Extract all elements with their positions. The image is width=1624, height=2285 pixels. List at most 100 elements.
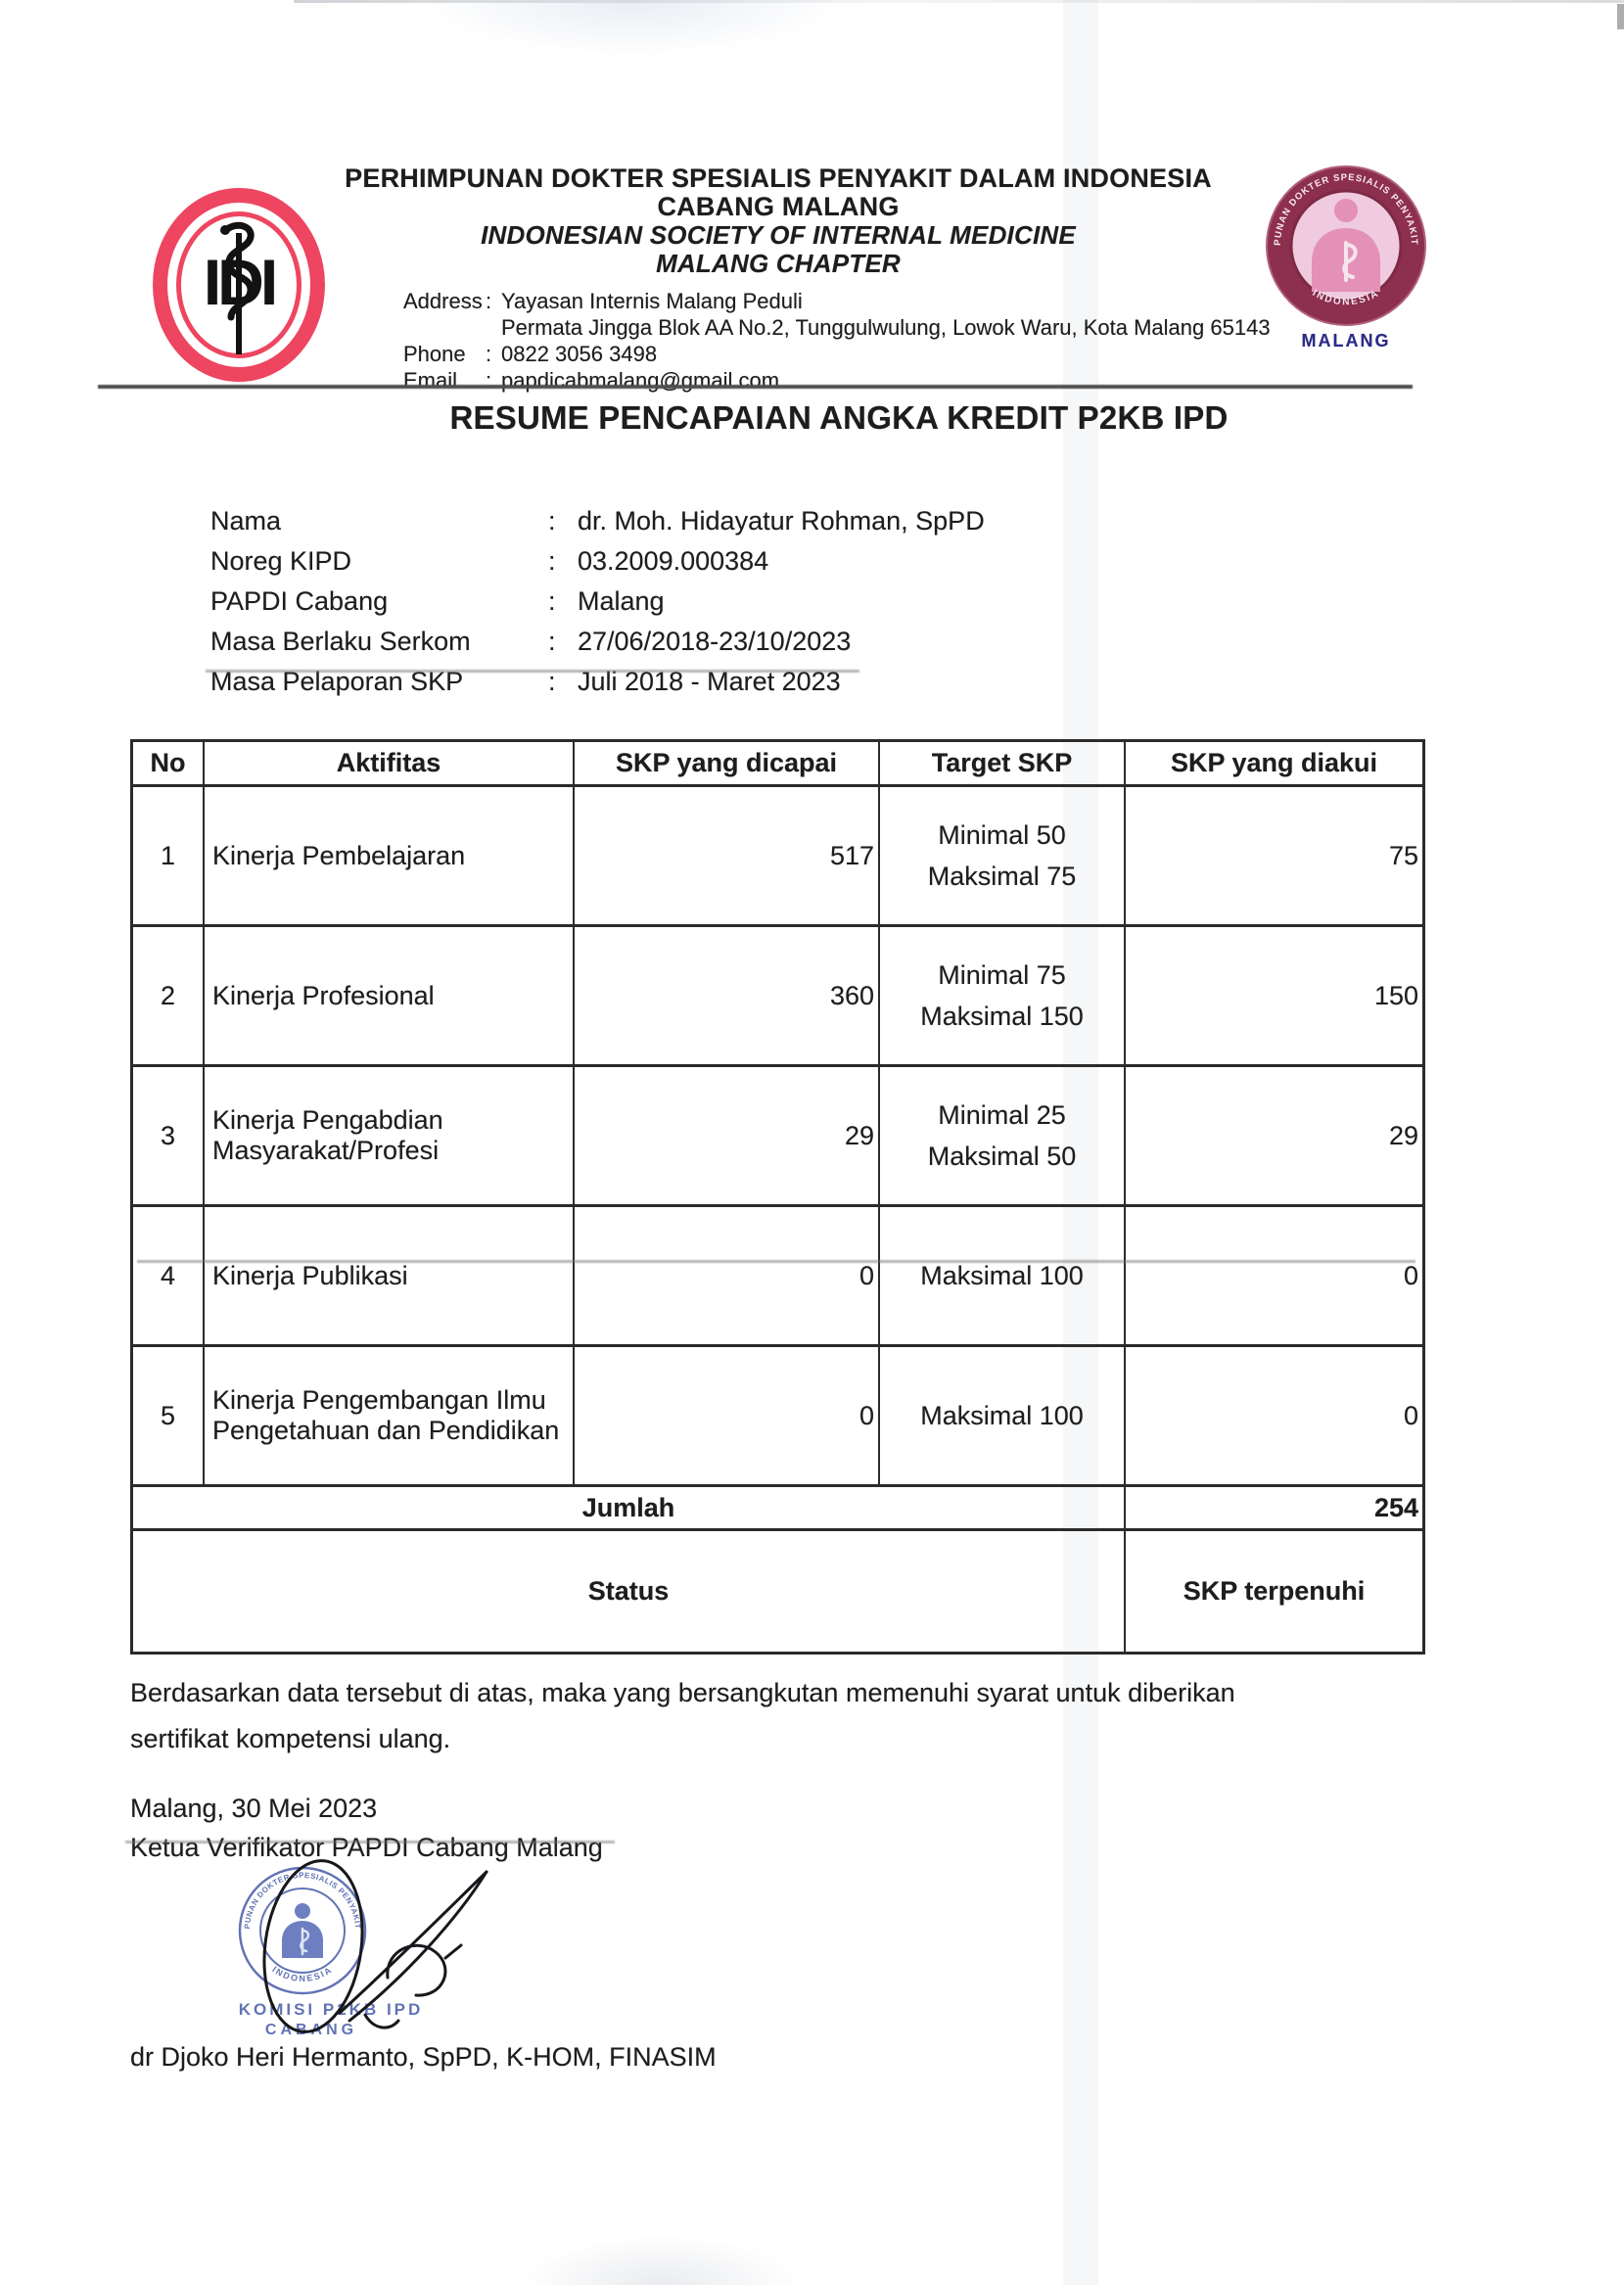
field-value: dr. Moh. Hidayatur Rohman, SpPD [578, 506, 985, 536]
stamp-text-line1: KOMISI P2KB IPD [239, 2000, 424, 2019]
skp-recognized: 0 [1124, 1347, 1422, 1484]
org-name-english: INDONESIAN SOCIETY OF INTERNAL MEDICINE [481, 220, 1076, 250]
skp-recognized: 29 [1124, 1067, 1422, 1204]
field-value: 03.2009.000384 [578, 546, 769, 576]
address-label: Address [403, 289, 483, 313]
header-divider [98, 385, 1413, 389]
column-header-target-skp: Target SKP [878, 742, 1124, 784]
status-label: Status [587, 1576, 670, 1606]
skp-target-line: Minimal 75 [938, 960, 1066, 990]
scan-artifact-ghost-line-role [125, 1841, 615, 1843]
skp-recognized: 0 [1124, 1207, 1422, 1344]
field-separator: : [548, 546, 556, 576]
signer-name: dr Djoko Heri Hermanto, SpPD, K-HOM, FIN… [130, 2042, 717, 2072]
field-masa-pelaporan-skp: Masa Pelaporan SKP : Juli 2018 - Maret 2… [210, 662, 985, 702]
table-row: 3 Kinerja Pengabdian Masyarakat/Profesi … [133, 1064, 1422, 1204]
column-header-no: No [150, 748, 186, 777]
closing-paragraph: Berdasarkan data tersebut di atas, maka … [130, 1678, 1235, 1753]
skp-target-line: Maksimal 75 [927, 862, 1077, 891]
column-header-skp-diakui: SKP yang diakui [1124, 742, 1422, 784]
skp-achieved: 517 [573, 787, 878, 924]
skp-recognized: 150 [1124, 927, 1422, 1064]
skp-target: Maksimal 100 [878, 1207, 1124, 1344]
skp-target: Minimal 75 Maksimal 150 [878, 927, 1124, 1064]
phone-label: Phone [403, 342, 466, 366]
field-separator: : [548, 667, 556, 696]
table-total-row: Jumlah 254 [133, 1484, 1422, 1528]
skp-target: Maksimal 100 [878, 1347, 1124, 1484]
scan-artifact-top-edge [294, 0, 1624, 3]
skp-achieved: 29 [573, 1067, 878, 1204]
field-papdi-cabang: PAPDI Cabang : Malang [210, 582, 985, 622]
field-value: 27/06/2018-23/10/2023 [578, 627, 852, 656]
place-date: Malang, 30 Mei 2023 [130, 1794, 378, 1823]
field-separator: : [548, 586, 556, 616]
scan-artifact-vertical-streak [1063, 0, 1098, 2285]
field-masa-berlaku-serkom: Masa Berlaku Serkom : 27/06/2018-23/10/2… [210, 622, 985, 662]
scan-artifact-ghost-line-row4 [137, 1260, 1415, 1263]
phone-separator: : [486, 342, 492, 366]
skp-target: Minimal 25 Maksimal 50 [878, 1067, 1124, 1204]
column-header-aktifitas: Aktifitas [203, 742, 573, 784]
skp-target: Minimal 50 Maksimal 75 [878, 787, 1124, 924]
skp-target-line: Minimal 50 [938, 820, 1066, 850]
email-label: Email [403, 368, 458, 393]
signature-icon [230, 1848, 563, 2059]
skp-achieved: 0 [573, 1347, 878, 1484]
skp-achieved: 360 [573, 927, 878, 1064]
skp-achieved: 0 [573, 1207, 878, 1344]
row-number: 3 [160, 1120, 176, 1150]
field-label: Nama [210, 506, 282, 536]
org-branch: CABANG MALANG [657, 192, 900, 221]
table-row: 4 Kinerja Publikasi 0 Maksimal 100 0 [133, 1204, 1422, 1344]
activity-name: Kinerja Publikasi [203, 1207, 573, 1344]
activity-name: Kinerja Pengembangan Ilmu Pengetahuan da… [203, 1347, 573, 1484]
skp-target-line: Maksimal 100 [920, 1261, 1084, 1290]
idi-logo-inner-ring [176, 211, 302, 358]
column-header-skp-dicapai: SKP yang dicapai [573, 742, 878, 784]
total-value: 254 [1124, 1487, 1422, 1528]
skp-target-line: Maksimal 100 [920, 1401, 1084, 1430]
skp-target-line: Minimal 25 [938, 1100, 1066, 1130]
scan-artifact-bottom-smudge [519, 2234, 803, 2285]
field-label: Masa Berlaku Serkom [210, 627, 471, 656]
row-number: 2 [160, 980, 176, 1010]
table-row: 1 Kinerja Pembelajaran 517 Minimal 50 Ma… [133, 784, 1422, 924]
phone-value: 0822 3056 3498 [501, 342, 658, 366]
scan-artifact-corner-speck [1617, 4, 1624, 29]
table-status-row: Status SKP terpenuhi [133, 1528, 1422, 1652]
field-noreg-kipd: Noreg KIPD : 03.2009.000384 [210, 541, 985, 582]
field-label: Noreg KIPD [210, 546, 352, 576]
signer-role: Ketua Verifikator PAPDI Cabang Malang [130, 1833, 603, 1862]
field-label: PAPDI Cabang [210, 586, 389, 616]
field-nama: Nama : dr. Moh. Hidayatur Rohman, SpPD [210, 501, 985, 541]
scan-artifact-ghost-line-field [206, 670, 859, 673]
email-separator: : [486, 368, 492, 393]
document-title: RESUME PENCAPAIAN ANGKA KREDIT P2KB IPD [449, 399, 1229, 436]
address-separator: : [486, 289, 492, 313]
skp-target-line: Maksimal 150 [920, 1002, 1084, 1031]
address-line-1: Yayasan Internis Malang Peduli [501, 289, 803, 313]
field-separator: : [548, 627, 556, 656]
table-row: 2 Kinerja Profesional 360 Minimal 75 Mak… [133, 924, 1422, 1064]
caduceus-icon [220, 221, 255, 354]
activity-name: Kinerja Pembelajaran [203, 787, 573, 924]
table-row: 5 Kinerja Pengembangan Ilmu Pengetahuan … [133, 1344, 1422, 1484]
status-value: SKP terpenuhi [1124, 1531, 1422, 1652]
total-label: Jumlah [581, 1492, 675, 1522]
papdi-logo-icon: PERHIMPUNAN DOKTER SPESIALIS PENYAKIT DA… [1261, 157, 1427, 327]
row-number: 5 [160, 1400, 176, 1430]
idi-logo-icon: IDI [153, 188, 325, 382]
field-value: Malang [578, 586, 665, 616]
papdi-logo-caption: MALANG [1301, 331, 1391, 350]
org-chapter-english: MALANG CHAPTER [656, 249, 901, 278]
credit-table: No Aktifitas SKP yang dicapai Target SKP… [130, 739, 1425, 1655]
skp-target-line: Maksimal 50 [927, 1142, 1077, 1171]
address-line-2: Permata Jingga Blok AA No.2, Tunggulwulu… [501, 315, 1271, 340]
table-header-row: No Aktifitas SKP yang dicapai Target SKP… [133, 742, 1422, 784]
org-name-indonesian: PERHIMPUNAN DOKTER SPESIALIS PENYAKIT DA… [345, 163, 1212, 193]
row-number: 1 [160, 840, 176, 870]
skp-recognized: 75 [1124, 787, 1422, 924]
field-separator: : [548, 506, 556, 536]
